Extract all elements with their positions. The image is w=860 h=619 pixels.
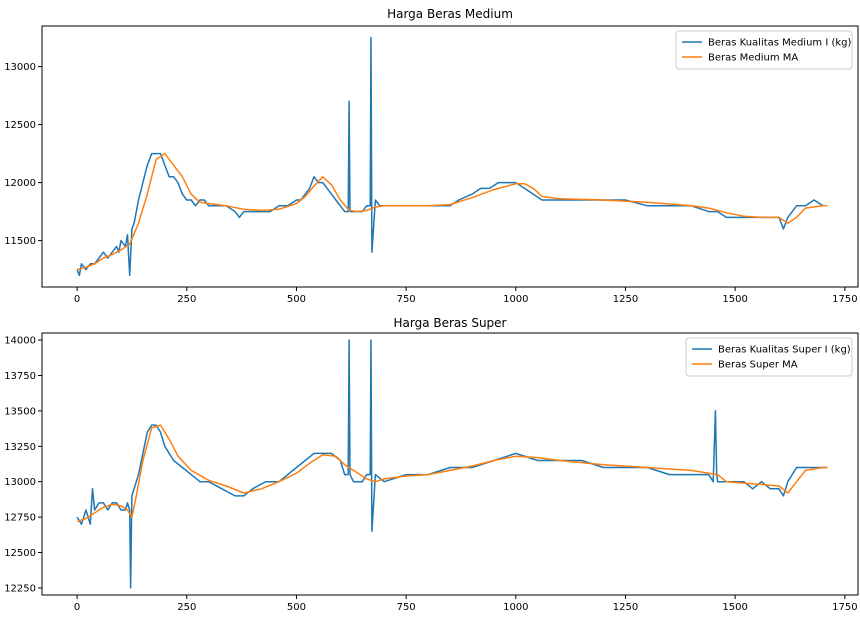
- y-tick-label: 13000: [4, 62, 36, 73]
- chart-super: Harga Beras Super 0 250 500 750 1000 1250 1500 1…: [4, 316, 859, 613]
- x-tick-label: 1750: [832, 602, 857, 613]
- legend-box: [685, 337, 853, 377]
- x-tick-label: 750: [397, 294, 416, 305]
- legend: Beras Kualitas Medium I (kg) Beras Medium…: [675, 30, 853, 70]
- x-tick-label: 750: [397, 602, 416, 613]
- series-line-raw: [76, 339, 828, 589]
- y-tick-label: 12500: [4, 548, 36, 559]
- x-tick-label: 0: [74, 294, 80, 305]
- y-tick-label: 13250: [4, 442, 36, 453]
- chart-medium: Harga Beras Medium 0 250 500 750 1000 1250 1500…: [4, 7, 859, 305]
- x-tick-label: 500: [287, 602, 306, 613]
- x-tick-label: 1250: [613, 602, 638, 613]
- y-tick-label: 12250: [4, 583, 36, 594]
- axes-frame: [41, 332, 859, 596]
- legend: Beras Kualitas Super I (kg) Beras Super M…: [685, 337, 853, 377]
- x-tick-label: 250: [177, 602, 196, 613]
- y-tick-label: 12750: [4, 513, 36, 524]
- x-tick-label: 1750: [832, 294, 857, 305]
- series-line-ma: [76, 424, 828, 523]
- x-tick-label: 1250: [613, 294, 638, 305]
- y-tick-label: 12500: [4, 120, 36, 131]
- y-tick-label: 14000: [4, 336, 36, 347]
- chart-title: Harga Beras Medium: [387, 7, 513, 21]
- y-tick-label: 13500: [4, 406, 36, 417]
- y-tick-label: 11500: [4, 236, 36, 247]
- x-tick-label: 500: [287, 294, 306, 305]
- x-tick-label: 1500: [722, 294, 747, 305]
- x-tick-label: 1500: [722, 602, 747, 613]
- legend-label: Beras Super MA: [718, 360, 798, 371]
- y-tick-label: 13750: [4, 371, 36, 382]
- x-tick-label: 0: [74, 602, 80, 613]
- x-tick-label: 1000: [503, 294, 528, 305]
- axes-frame: [41, 25, 859, 288]
- legend-box: [675, 30, 853, 70]
- legend-label: Beras Kualitas Super I (kg): [718, 345, 851, 356]
- legend-label: Beras Kualitas Medium I (kg): [708, 38, 851, 49]
- series-line-raw: [76, 36, 828, 277]
- y-tick-label: 12000: [4, 178, 36, 189]
- x-tick-label: 1000: [503, 602, 528, 613]
- series-line-ma: [76, 152, 828, 271]
- y-tick-label: 13000: [4, 477, 36, 488]
- legend-label: Beras Medium MA: [708, 53, 798, 64]
- x-tick-label: 250: [177, 294, 196, 305]
- chart-title: Harga Beras Super: [393, 316, 506, 330]
